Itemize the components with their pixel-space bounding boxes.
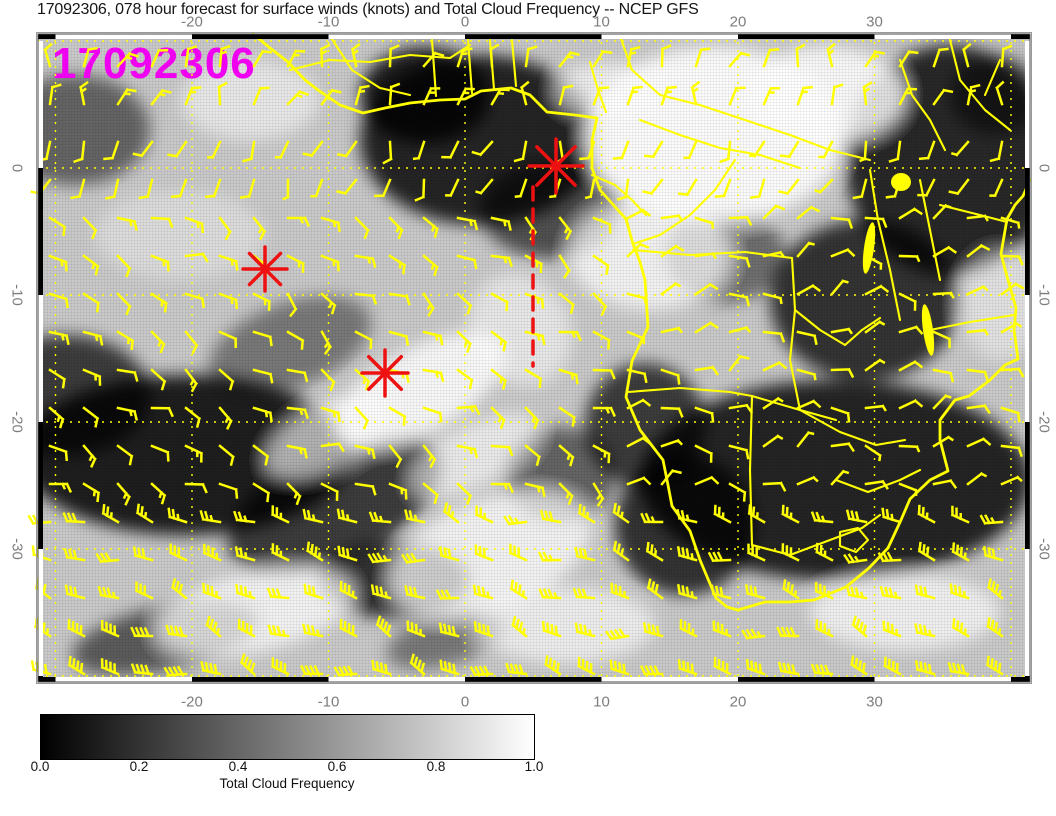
lake-shape: [862, 222, 876, 274]
border-path: [898, 58, 947, 152]
border-path: [631, 158, 737, 246]
top-axis-tick: -10: [317, 13, 340, 31]
colorbar-tick: 0.0: [30, 759, 50, 774]
lake-shape: [921, 304, 935, 356]
colorbar-tick: 0.2: [129, 759, 149, 774]
bottom-axis-tick: 20: [729, 693, 747, 711]
border-path: [834, 468, 922, 494]
bottom-axis-tick: 30: [866, 693, 883, 711]
left-axis-tick: -20: [8, 411, 26, 433]
border-path: [793, 308, 882, 347]
border-path: [590, 173, 648, 217]
colorbar-caption: Total Cloud Frequency: [219, 776, 355, 791]
station-markers: [241, 137, 585, 398]
bottom-axis-tick: -20: [181, 693, 203, 711]
top-axis-tick: -20: [181, 13, 203, 31]
border-path: [430, 38, 438, 98]
border-path: [328, 34, 412, 97]
top-axis-tick: 0: [460, 13, 470, 31]
border-path: [510, 38, 518, 88]
top-axis-tick: 10: [593, 13, 610, 31]
border-path: [788, 256, 802, 412]
top-axis-tick: 20: [729, 13, 747, 31]
border-path: [798, 408, 907, 447]
border-path: [638, 118, 802, 170]
station-marker-1: [535, 145, 577, 187]
station-marker-2: [247, 251, 283, 287]
wind-barb-field: [27, 42, 1025, 678]
border-path: [928, 313, 1016, 332]
border-path: [918, 178, 942, 282]
top-axis-tick: 30: [866, 13, 883, 31]
border-path: [750, 513, 882, 557]
border-path: [748, 394, 754, 547]
left-axis-tick: -30: [8, 538, 26, 560]
coastline-path: [251, 32, 1032, 612]
page-title: 17092306, 078 hour forecast for surface …: [37, 1, 699, 18]
right-axis-tick: 0: [1035, 163, 1053, 173]
right-axis-tick: -20: [1035, 411, 1053, 433]
bottom-axis-tick: -10: [317, 693, 340, 711]
map-frame: [36, 32, 1032, 684]
border-path: [626, 386, 754, 398]
bottom-axis-tick: 0: [460, 693, 470, 711]
left-axis-tick: 0: [8, 163, 26, 173]
right-axis-tick: -30: [1035, 538, 1053, 560]
colorbar-tick: 0.6: [327, 759, 347, 774]
right-axis-tick: -10: [1035, 284, 1053, 306]
left-axis-tick: -10: [8, 284, 26, 306]
border-path: [868, 168, 902, 322]
colorbar-tick: 1.0: [524, 759, 544, 774]
border-path: [948, 38, 1012, 132]
border-path: [838, 526, 870, 554]
africa-coastline-borders: [251, 32, 1032, 612]
border-path: [938, 203, 1009, 224]
colorbar-gradient: [40, 714, 535, 760]
bottom-axis-tick: 10: [593, 693, 610, 711]
colorbar-tick: 0.8: [426, 759, 446, 774]
colorbar-tick: 0.4: [228, 759, 248, 774]
border-path: [618, 34, 872, 162]
lake-shape: [891, 173, 911, 191]
station-marker-3: [366, 354, 404, 392]
border-path: [288, 43, 472, 72]
graticule: [38, 34, 1030, 682]
border-path: [983, 58, 1002, 97]
